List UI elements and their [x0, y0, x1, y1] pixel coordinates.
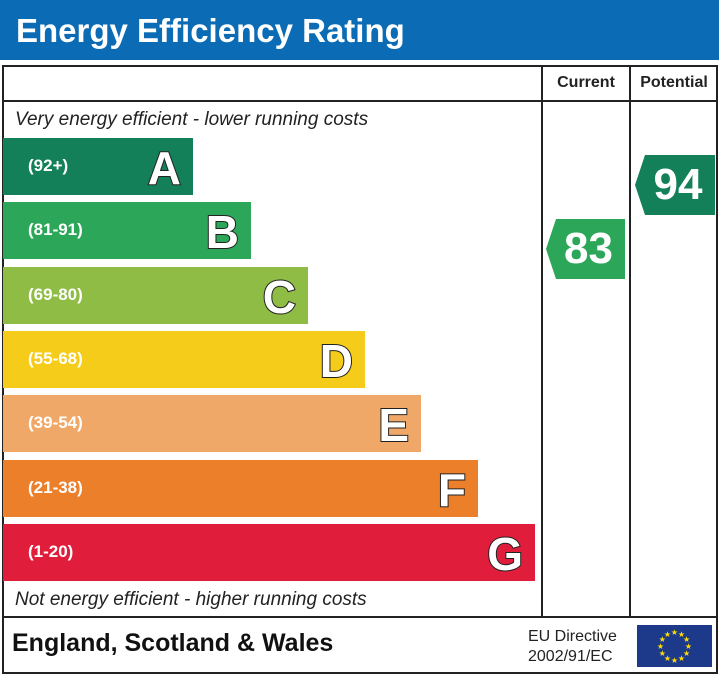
band-letter: B [205, 205, 240, 259]
band-range: (1-20) [28, 541, 74, 561]
region-label: England, Scotland & Wales [12, 629, 334, 657]
header-divider [2, 100, 718, 102]
band-d: (55-68) D [3, 330, 365, 388]
star-icon: ★ [685, 642, 692, 651]
band-letter: C [262, 270, 297, 324]
band-e: (39-54) E [3, 395, 421, 453]
top-note: Very energy efficient - lower running co… [15, 109, 369, 130]
band-range: (81-91) [28, 220, 83, 240]
directive-line1: EU Directive [528, 628, 617, 645]
band-range: (69-80) [28, 284, 83, 304]
star-icon: ★ [659, 635, 666, 644]
star-icon: ★ [678, 630, 685, 639]
column-divider [541, 65, 543, 618]
band-letter: D [319, 334, 354, 388]
eu-flag-icon: ★ ★ ★ ★ ★ ★ ★ ★ ★ ★ ★ ★ [637, 625, 712, 667]
band-range: (55-68) [28, 348, 83, 368]
band-letter: E [377, 398, 410, 452]
band-c: (69-80) C [3, 266, 308, 324]
directive-line2: 2002/91/EC [528, 648, 613, 665]
band-f: (21-38) F [3, 459, 478, 517]
eu-directive: EU Directive 2002/91/EC [528, 627, 617, 667]
band-g: (1-20) G [3, 523, 535, 581]
footer-divider [2, 616, 718, 618]
star-icon: ★ [671, 628, 678, 637]
band-letter: G [486, 527, 524, 581]
star-icon: ★ [657, 642, 664, 651]
band-a: (92+) A [3, 138, 193, 195]
bottom-note: Not energy efficient - higher running co… [15, 589, 367, 610]
band-letter: F [437, 463, 467, 517]
potential-rating-arrow: 94 [635, 155, 715, 215]
star-icon: ★ [671, 656, 678, 665]
page-title: Energy Efficiency Rating [0, 0, 719, 60]
band-range: (21-38) [28, 477, 83, 497]
star-icon: ★ [683, 635, 690, 644]
star-icon: ★ [659, 649, 666, 658]
band-range: (92+) [28, 156, 69, 175]
current-rating-arrow: 83 [546, 219, 625, 279]
column-divider [629, 65, 631, 618]
star-icon: ★ [664, 630, 671, 639]
potential-header: Potential [640, 74, 708, 91]
star-icon: ★ [664, 654, 671, 663]
star-icon: ★ [678, 654, 685, 663]
current-header: Current [557, 74, 615, 91]
band-letter: A [147, 141, 182, 195]
band-b: (81-91) B [3, 202, 251, 260]
star-icon: ★ [683, 649, 690, 658]
band-range: (39-54) [28, 413, 83, 433]
